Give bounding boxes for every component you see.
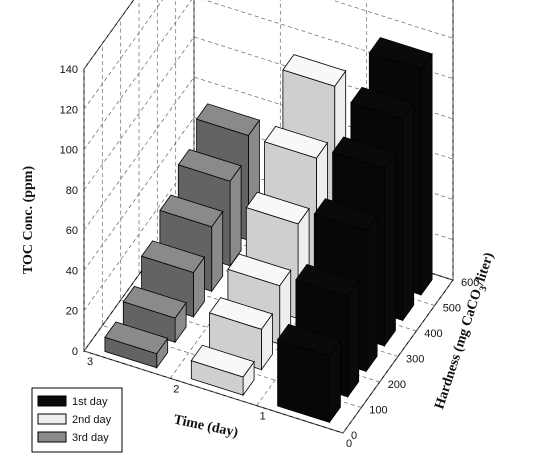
bar-top-face [104,321,169,355]
bar-top-face [245,191,310,225]
legend: 1st day 2nd day 3rd day [31,387,123,453]
bar-top-face [159,194,224,228]
bar-front-face [420,52,433,297]
bar-front-face [229,164,242,268]
bar-top-face [122,285,187,319]
bar-3rd-day-0 [104,321,169,370]
hardness-tick-label: 100 [369,405,387,417]
bar-top-face [140,240,206,273]
bar-top-face [368,37,433,70]
bar-front-face [365,213,378,373]
bar-3rd-day-100 [122,285,187,344]
hardness-tick-label: 300 [406,354,424,366]
bar-top-face [331,136,397,170]
bar-front-face [383,152,396,348]
z-tick-label: 100 [60,145,78,157]
chart-bars [104,37,433,424]
y-axis-label-unit: /liter) [472,250,497,288]
hardness-tick-label: 200 [388,379,406,391]
bar-top-face [177,149,242,182]
z-tick-label: 140 [60,64,78,76]
bar-top-face [195,103,261,136]
bar-top-face [282,54,347,87]
legend-label-1st-day: 1st day [72,396,108,408]
bar-top-face [350,86,415,120]
bar-top-face [227,253,292,287]
bar-1st-day-0 [276,323,342,424]
z-tick-label: 20 [66,306,78,318]
z-tick-label: 120 [60,104,78,116]
bar-top-face [313,198,378,231]
legend-label-3rd-day: 3rd day [72,432,109,444]
time-tick-label: 2 [173,383,179,395]
x-axis-label: Time (day) [172,412,239,440]
time-tick-label: 3 [87,356,93,368]
legend-label-2nd-day: 2nd day [72,414,112,426]
z-tick-label: 80 [66,185,78,197]
bar-top-face [276,323,342,357]
z-axis-label: TOC Conc. (ppm) [21,166,36,275]
bar-front-face [347,279,360,399]
bar-top-face [208,297,274,330]
hardness-tick-label: 400 [424,328,442,340]
z-tick-label: 0 [72,346,78,358]
z-tick-label: 40 [66,265,78,277]
bar-front-face [402,102,415,322]
z-tick-label: 60 [66,225,78,237]
time-tick-label: 1 [260,411,266,423]
time-tick-label: 0 [346,438,352,450]
bar-top-face [190,344,255,378]
hardness-tick-label: 600 [461,277,479,289]
hardness-tick-label: 500 [443,303,461,315]
hardness-tick-label: 0 [351,430,357,442]
bar-top-face [263,125,329,159]
legend-swatch-1st-day [37,395,67,407]
bar-top-face [295,264,360,297]
chart-ticks: 0204060801001201400123010020030040050060… [60,64,480,450]
legend-swatch-3rd-day [37,431,67,443]
legend-swatch-2nd-day [37,413,67,425]
bar-2nd-day-0 [190,344,255,397]
y-axis-label-subscript: 3 [478,285,490,293]
